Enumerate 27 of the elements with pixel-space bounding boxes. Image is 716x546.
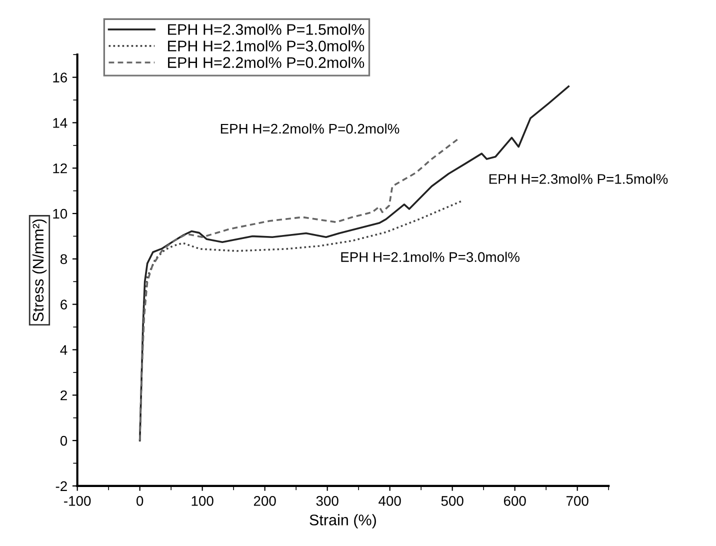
y-tick-label: 0 [60, 436, 68, 446]
x-tick-label: 600 [504, 496, 526, 506]
legend-label: EPH H=2.3mol% P=1.5mol% [168, 24, 364, 35]
legend-label: EPH H=2.2mol% P=0.2mol% [168, 56, 364, 68]
x-tick-label: 700 [566, 496, 588, 506]
x-tick-label: 500 [441, 496, 464, 506]
legend-label: EPH H=2.1mol% P=3.0mol% [168, 40, 364, 52]
y-tick-label: 14 [53, 118, 68, 128]
annotation: EPH H=2.1mol% P=3.0mol% [341, 252, 520, 262]
x-tick-label: 300 [316, 496, 338, 506]
y-tick-label: 12 [53, 163, 67, 174]
x-tick-label: 400 [378, 496, 401, 506]
y-tick-label: 4 [60, 345, 68, 355]
x-tick-label: -100 [64, 496, 91, 506]
x-tick-label: 0 [136, 496, 144, 506]
y-tick-label: -2 [56, 481, 67, 491]
annotation: EPH H=2.3mol% P=1.5mol% [489, 174, 668, 184]
annotation: EPH H=2.2mol% P=0.2mol% [220, 123, 400, 134]
y-tick-label: 6 [60, 300, 67, 310]
x-axis-title: Strain (%) [310, 514, 376, 528]
y-tick-label: 8 [60, 254, 67, 264]
y-tick-label: 10 [53, 208, 68, 219]
x-tick-label: 100 [192, 496, 214, 506]
y-tick-label: 2 [60, 390, 67, 400]
x-tick-label: 200 [254, 496, 276, 506]
y-tick-label: 16 [53, 72, 67, 82]
y-axis-title: Stress (N/mm²) [32, 219, 47, 322]
